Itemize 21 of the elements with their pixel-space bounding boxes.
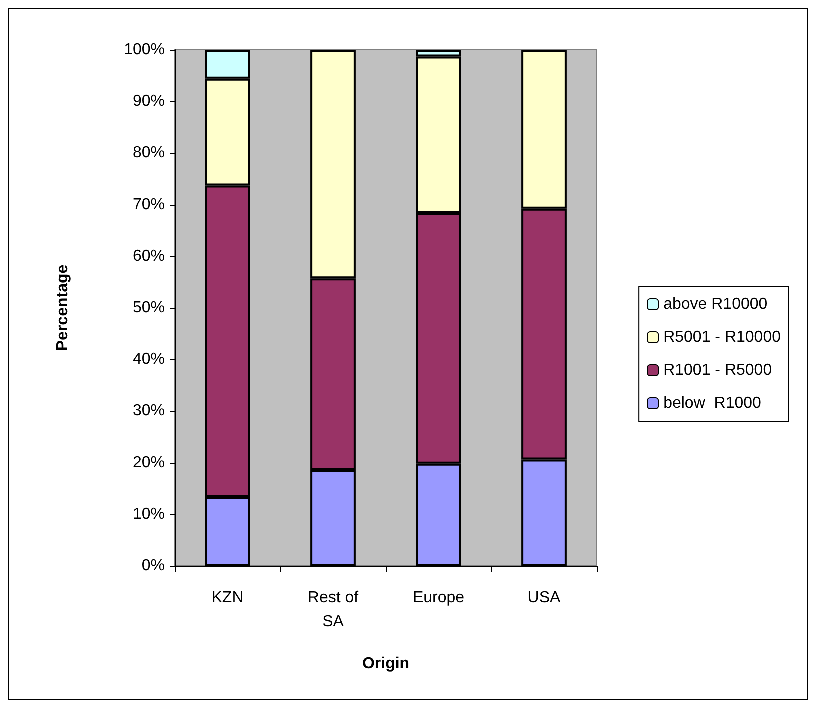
legend-label: above R10000 (664, 296, 768, 313)
y-tick-label: 40% (132, 351, 165, 368)
legend-label: R1001 - R5000 (664, 362, 772, 379)
y-tick-label: 70% (132, 196, 165, 214)
x-tick-label: Europe (412, 590, 465, 606)
y-tick-label: 0% (142, 558, 165, 574)
y-axis-title: Percentage (54, 264, 72, 352)
x-tick-label: Rest of SA (308, 590, 360, 630)
legend-label: below R1000 (664, 395, 762, 412)
y-tick-label: 50% (132, 300, 165, 316)
y-tick-label: 10% (132, 506, 165, 523)
y-tick-label: 30% (132, 402, 165, 420)
x-axis-title: Origin (362, 656, 410, 672)
x-tick-label: KZN (212, 590, 244, 606)
y-tick-label: 80% (132, 144, 165, 162)
y-tick-label: 100% (124, 42, 165, 58)
y-tick-label: 60% (132, 248, 165, 265)
x-tick-label: USA (528, 590, 562, 606)
legend-label: R5001 - R10000 (664, 329, 782, 346)
y-tick-label: 20% (132, 454, 165, 472)
y-tick-label: 90% (132, 93, 165, 110)
